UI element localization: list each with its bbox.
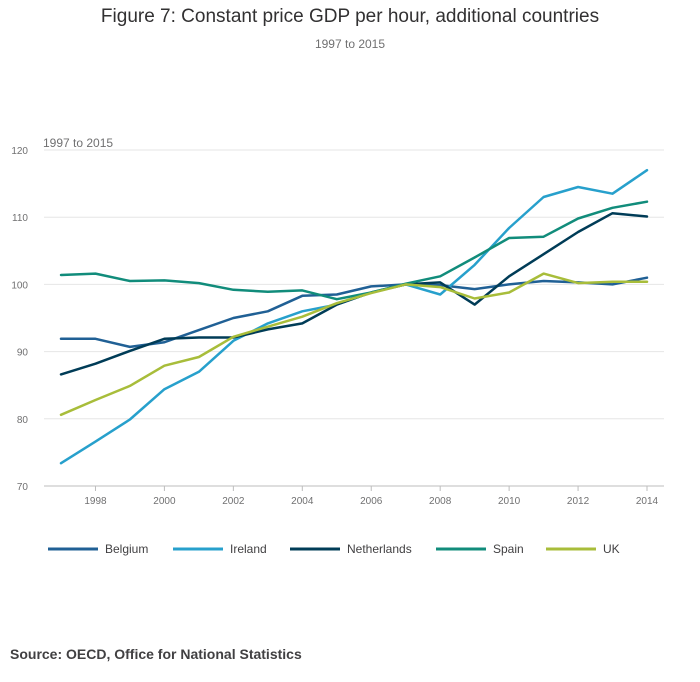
x-tick-label: 1998: [84, 496, 107, 507]
x-tick-label: 2004: [291, 496, 314, 507]
x-axis-ticks: 1998 2000 2002 2004 2006 2008 2010 2012 2014: [84, 486, 659, 507]
y-tick-label: 110: [12, 213, 28, 224]
legend-item-ireland: Ireland: [173, 542, 267, 556]
legend-label: Netherlands: [347, 542, 412, 556]
x-tick-label: 2014: [636, 496, 659, 507]
x-tick-label: 2006: [360, 496, 383, 507]
x-tick-label: 2002: [222, 496, 245, 507]
legend-item-spain: Spain: [436, 542, 524, 556]
legend-label: Ireland: [230, 542, 267, 556]
gridlines: [44, 149, 664, 487]
source-note: Source: OECD, Office for National Statis…: [10, 646, 302, 662]
y-axis-label: 1997 to 2015: [43, 136, 113, 150]
y-tick-label: 120: [11, 146, 28, 157]
y-tick-label: 80: [17, 415, 29, 426]
y-tick-label: 100: [11, 280, 28, 291]
legend-label: Spain: [493, 542, 524, 556]
chart-subtitle: 1997 to 2015: [314, 37, 386, 51]
legend-item-netherlands: Netherlands: [290, 542, 412, 556]
series-line-spain: [59, 200, 649, 301]
y-axis-ticks: 70 80 90 100 110 120: [11, 146, 28, 493]
series-line-belgium: [59, 276, 649, 349]
series-lines: [59, 168, 649, 465]
legend-label: Belgium: [105, 542, 148, 556]
x-tick-label: 2010: [498, 496, 521, 507]
legend: Belgium Ireland Netherlands Spain UK: [48, 542, 620, 556]
x-tick-label: 2000: [153, 496, 176, 507]
legend-label: UK: [603, 542, 620, 556]
chart-title: Figure 7: Constant price GDP per hour, a…: [100, 6, 600, 27]
y-tick-label: 70: [17, 482, 29, 493]
legend-item-uk: UK: [546, 542, 620, 556]
legend-item-belgium: Belgium: [48, 542, 148, 556]
x-tick-label: 2012: [567, 496, 590, 507]
y-tick-label: 90: [17, 348, 29, 359]
series-line-uk: [59, 272, 649, 417]
series-line-netherlands: [59, 211, 649, 376]
x-tick-label: 2008: [429, 496, 452, 507]
